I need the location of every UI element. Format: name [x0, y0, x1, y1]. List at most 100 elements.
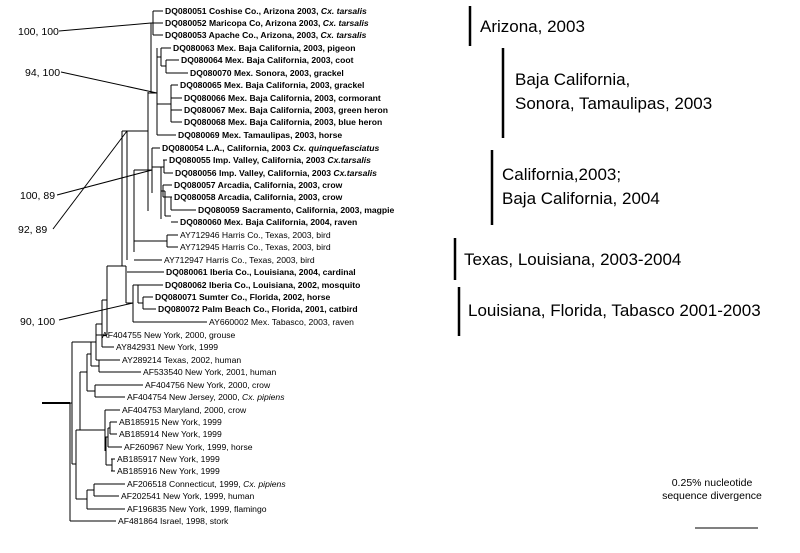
tip-label: AY712946 Harris Co., Texas, 2003, bird: [180, 230, 331, 240]
tip-vector-species: Cx.tarsalis: [325, 155, 371, 165]
bootstrap-leader: [58, 22, 152, 32]
tip-accession-text: DQ080063 Mex. Baja California, 2003, pig…: [173, 43, 355, 53]
tip-label: DQ080070 Mex. Sonora, 2003, grackel: [190, 68, 344, 78]
tip-label: DQ080064 Mex. Baja California, 2003, coo…: [181, 55, 354, 65]
tip-accession-text: AF481864 Israel, 1998, stork: [118, 516, 229, 526]
tip-label: AY712945 Harris Co., Texas, 2003, bird: [180, 242, 331, 252]
tip-accession-text: DQ080053 Apache Co., Arizona, 2003,: [165, 30, 318, 40]
tip-label: AY842931 New York, 1999: [116, 342, 218, 352]
bootstrap-leader: [52, 130, 128, 230]
tip-accession-text: DQ080068 Mex. Baja California, 2003, blu…: [184, 117, 382, 127]
tip-accession-text: DQ080059 Sacramento, California, 2003, m…: [198, 205, 395, 215]
tip-accession-text: AY660002 Mex. Tabasco, 2003, raven: [209, 317, 354, 327]
tip-accession-text: AF404756 New York, 2000, crow: [145, 380, 271, 390]
tip-accession-text: DQ080065 Mex. Baja California, 2003, gra…: [180, 80, 364, 90]
tip-label: DQ080063 Mex. Baja California, 2003, pig…: [173, 43, 355, 53]
tip-accession-text: DQ080062 Iberia Co., Louisiana, 2002, mo…: [165, 280, 360, 290]
bootstrap-value: 90, 100: [20, 316, 55, 328]
clade-label: California,2003;: [502, 165, 621, 184]
tip-accession-text: AB185914 New York, 1999: [119, 429, 222, 439]
tip-label: DQ080051 Coshise Co., Arizona 2003, Cx. …: [165, 6, 367, 16]
tip-accession-text: DQ080055 Imp. Valley, California, 2003: [169, 155, 325, 165]
tip-label: DQ080066 Mex. Baja California, 2003, cor…: [184, 93, 381, 103]
tip-label: AY712947 Harris Co., Texas, 2003, bird: [164, 255, 315, 265]
tip-accession-text: AY712947 Harris Co., Texas, 2003, bird: [164, 255, 315, 265]
clade-label: Sonora, Tamaulipas, 2003: [515, 94, 712, 113]
clade-label: Baja California,: [515, 70, 630, 89]
tip-label: DQ080054 L.A., California, 2003 Cx. quin…: [162, 143, 380, 153]
tip-accession-text: DQ080067 Mex. Baja California, 2003, gre…: [184, 105, 388, 115]
tip-label: AB185917 New York, 1999: [117, 454, 220, 464]
bootstrap-labels: 100, 100 94, 100 100, 89 92, 89 90, 100: [18, 22, 158, 328]
tip-label: DQ080061 Iberia Co., Louisiana, 2004, ca…: [166, 267, 356, 277]
tip-label: AF202541 New York, 1999, human: [121, 491, 255, 501]
tip-vector-species: Cx. quinquefasciatus: [291, 143, 380, 153]
tip-accession-text: AB185916 New York, 1999: [117, 466, 220, 476]
bootstrap-value: 92, 89: [18, 224, 47, 236]
tip-label: DQ080058 Arcadia, California, 2003, crow: [174, 192, 343, 202]
tip-label: AF533540 New York, 2001, human: [143, 367, 277, 377]
tip-accession-text: AF404754 New Jersey, 2000,: [127, 392, 240, 402]
tip-accession-text: AB185917 New York, 1999: [117, 454, 220, 464]
tip-label: AY289214 Texas, 2002, human: [122, 355, 241, 365]
tip-label: AF196835 New York, 1999, flamingo: [127, 504, 267, 514]
bootstrap-value: 94, 100: [25, 67, 60, 79]
scale-bar-label: 0.25% nucleotide: [672, 477, 753, 489]
tip-label: DQ080059 Sacramento, California, 2003, m…: [198, 205, 395, 215]
tip-accession-text: DQ080071 Sumter Co., Florida, 2002, hors…: [155, 292, 331, 302]
tip-label: AF206518 Connecticut, 1999, Cx. pipiens: [127, 479, 286, 489]
tip-label: AB185916 New York, 1999: [117, 466, 220, 476]
tip-accession-text: AY842931 New York, 1999: [116, 342, 218, 352]
bootstrap-leader: [58, 302, 134, 321]
tip-label: DQ080065 Mex. Baja California, 2003, gra…: [180, 80, 364, 90]
tip-vector-species: Cx. pipiens: [240, 392, 286, 402]
tip-accession-text: AF404753 Maryland, 2000, crow: [122, 405, 247, 415]
tip-accession-text: DQ080060 Mex. Baja California, 2004, rav…: [180, 217, 357, 227]
tip-vector-species: Cx. tarsalis: [318, 6, 366, 16]
tip-label: AB185914 New York, 1999: [119, 429, 222, 439]
bootstrap-value: 100, 89: [20, 190, 55, 202]
bootstrap-leader: [60, 71, 158, 94]
tip-label: DQ080053 Apache Co., Arizona, 2003, Cx. …: [165, 30, 367, 40]
tip-label: DQ080052 Maricopa Co, Arizona 2003, Cx. …: [165, 18, 369, 28]
scale-bar-label: sequence divergence: [662, 490, 762, 502]
tip-labels: DQ080051 Coshise Co., Arizona 2003, Cx. …: [102, 6, 395, 526]
tip-label: AF260967 New York, 1999, horse: [124, 442, 253, 452]
tip-accession-text: DQ080072 Palm Beach Co., Florida, 2001, …: [158, 304, 358, 314]
tip-accession-text: DQ080057 Arcadia, California, 2003, crow: [174, 180, 343, 190]
tip-accession-text: AF260967 New York, 1999, horse: [124, 442, 253, 452]
tip-label: DQ080068 Mex. Baja California, 2003, blu…: [184, 117, 382, 127]
tip-label: DQ080055 Imp. Valley, California, 2003 C…: [169, 155, 371, 165]
tip-accession-text: AY712945 Harris Co., Texas, 2003, bird: [180, 242, 331, 252]
clade-label: Louisiana, Florida, Tabasco 2001-2003: [468, 301, 761, 320]
tip-accession-text: DQ080058 Arcadia, California, 2003, crow: [174, 192, 343, 202]
tip-label: DQ080072 Palm Beach Co., Florida, 2001, …: [158, 304, 358, 314]
tip-accession-text: AB185915 New York, 1999: [119, 417, 222, 427]
tip-label: AF404756 New York, 2000, crow: [145, 380, 271, 390]
tip-label: DQ080060 Mex. Baja California, 2004, rav…: [180, 217, 357, 227]
tip-label: DQ080056 Imp. Valley, California, 2003 C…: [175, 168, 377, 178]
tip-accession-text: AF404755 New York, 2000, grouse: [102, 330, 236, 340]
tip-accession-text: DQ080066 Mex. Baja California, 2003, cor…: [184, 93, 381, 103]
tip-accession-text: DQ080052 Maricopa Co, Arizona 2003,: [165, 18, 320, 28]
tip-label: DQ080069 Mex. Tamaulipas, 2003, horse: [178, 130, 342, 140]
tree-branches: [42, 10, 207, 522]
tip-accession-text: DQ080064 Mex. Baja California, 2003, coo…: [181, 55, 354, 65]
tip-vector-species: Cx. tarsalis: [320, 18, 368, 28]
tip-accession-text: AF202541 New York, 1999, human: [121, 491, 255, 501]
tip-accession-text: DQ080056 Imp. Valley, California, 2003: [175, 168, 331, 178]
tip-label: AF481864 Israel, 1998, stork: [118, 516, 229, 526]
tip-label: AB185915 New York, 1999: [119, 417, 222, 427]
tip-label: DQ080057 Arcadia, California, 2003, crow: [174, 180, 343, 190]
bootstrap-value: 100, 100: [18, 26, 59, 38]
tip-label: AF404753 Maryland, 2000, crow: [122, 405, 247, 415]
clade-brackets: Arizona, 2003 Baja California, Sonora, Tam…: [453, 6, 761, 336]
tip-accession-text: DQ080051 Coshise Co., Arizona 2003,: [165, 6, 318, 16]
tip-accession-text: DQ080054 L.A., California, 2003: [162, 143, 291, 153]
clade-label: Texas, Louisiana, 2003-2004: [464, 250, 681, 269]
tip-accession-text: AF196835 New York, 1999, flamingo: [127, 504, 267, 514]
clade-label: Arizona, 2003: [480, 17, 585, 36]
tip-label: DQ080062 Iberia Co., Louisiana, 2002, mo…: [165, 280, 360, 290]
